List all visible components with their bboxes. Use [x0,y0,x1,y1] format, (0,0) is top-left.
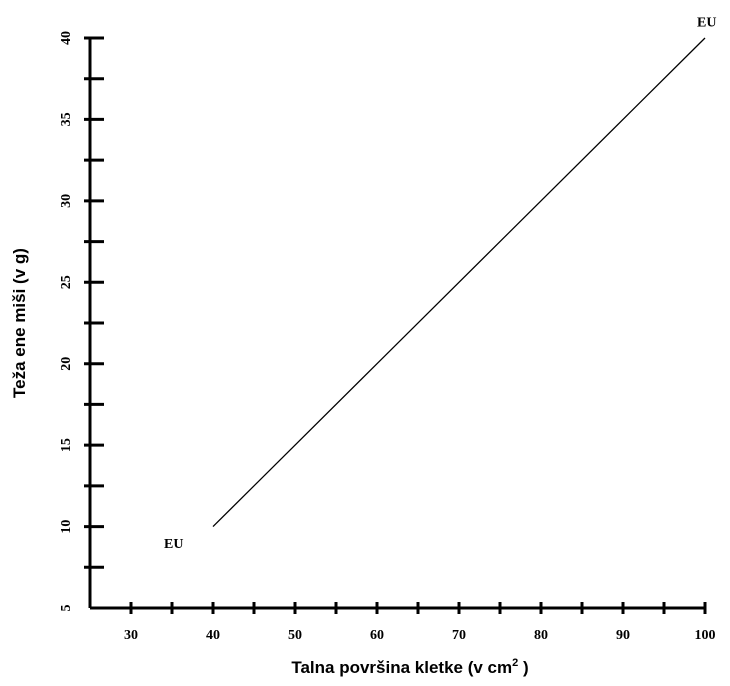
y-tick-label-25: 25 [59,275,74,289]
ticks-layer [84,36,707,614]
y-tick-label-20: 20 [59,357,74,371]
y-tick-label-15: 15 [59,438,74,452]
x-tick-label-30: 30 [124,628,138,643]
x-tick-label-70: 70 [452,628,466,643]
x-tick-label-50: 50 [288,628,302,643]
y-tick-label-30: 30 [59,194,74,208]
tick-labels: 30 40 50 60 70 80 90 100 5 10 15 20 25 30 35 40 [59,31,716,643]
annotation-eu-1: EU [697,16,716,31]
x-tick-label-100: 100 [695,628,716,643]
y-axis-title: Teža ene miši (v g) [10,248,29,398]
series-layer [212,37,706,528]
x-tick-label-40: 40 [206,628,220,643]
y-tick-label-5: 5 [59,605,74,612]
y-tick-label-10: 10 [59,520,74,534]
annotation-eu-0: EU [164,537,183,552]
y-tick-label-35: 35 [59,112,74,126]
x-tick-label-60: 60 [370,628,384,643]
x-axis-title: Talna površina kletke (v cm2 ) [291,657,528,677]
annotations: EU EU [164,16,716,552]
x-tick-label-90: 90 [616,628,630,643]
series-line-0 [212,37,706,528]
x-tick-label-80: 80 [534,628,548,643]
y-tick-label-40: 40 [59,31,74,45]
